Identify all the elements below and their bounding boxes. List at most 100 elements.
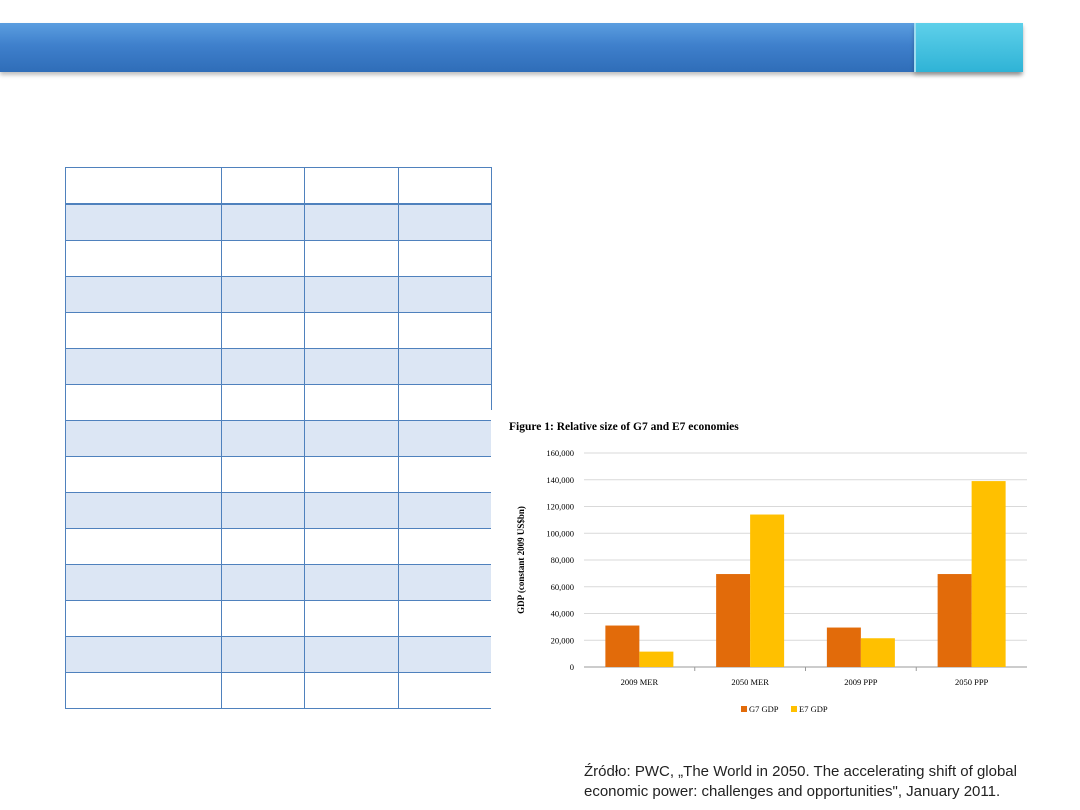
table-cell: [304, 203, 399, 241]
title-bar: [0, 23, 1021, 72]
table-cell: [304, 672, 399, 709]
bar-e7-gdp: [750, 514, 785, 667]
table-row: [65, 203, 492, 241]
table-cell: [65, 456, 222, 493]
y-tick-label: 20,000: [551, 635, 574, 645]
table-cell: [398, 348, 492, 385]
table-row: [65, 420, 492, 457]
table-cell: [304, 312, 399, 349]
table-cell: [221, 203, 305, 241]
gridlines: [584, 452, 1027, 671]
y-tick-label: 100,000: [546, 528, 574, 538]
bar-e7-gdp: [860, 638, 895, 667]
table-cell: [304, 456, 399, 493]
table-cell: [221, 312, 305, 349]
bar-g7-gdp: [605, 625, 640, 667]
y-tick-label: 160,000: [546, 448, 574, 458]
legend: G7 GDP E7 GDP: [741, 704, 828, 714]
table-cell: [398, 600, 492, 637]
table-cell: [398, 420, 492, 457]
table-cell: [221, 672, 305, 709]
x-tick-label: 2009 PPP: [844, 677, 878, 687]
table-cell: [304, 600, 399, 637]
x-tick-label: 2009 MER: [621, 677, 659, 687]
table-cell: [65, 348, 222, 385]
table-cell: [65, 167, 222, 205]
table-cell: [398, 312, 492, 349]
table-cell: [398, 240, 492, 277]
table-cell: [65, 240, 222, 277]
chart-panel: Figure 1: Relative size of G7 and E7 eco…: [491, 410, 1051, 730]
table-cell: [304, 528, 399, 565]
table-row: [65, 564, 492, 601]
bar-g7-gdp: [716, 574, 751, 667]
y-axis-label: GDP (constant 2009 US$bn): [516, 506, 526, 614]
table-row: [65, 240, 492, 277]
table-cell: [221, 276, 305, 313]
table-header-row: [65, 167, 492, 205]
table-row: [65, 636, 492, 673]
source-citation: Źródło: PWC, „The World in 2050. The acc…: [584, 763, 1017, 800]
table-cell: [398, 276, 492, 313]
table-cell: [221, 456, 305, 493]
y-tick-label: 40,000: [551, 609, 574, 619]
table-cell: [398, 564, 492, 601]
table-cell: [221, 420, 305, 457]
bar-e7-gdp: [971, 481, 1006, 667]
y-tick-label: 80,000: [551, 555, 574, 565]
table-cell: [398, 672, 492, 709]
table-cell: [304, 636, 399, 673]
legend-swatch: [741, 706, 747, 712]
table-cell: [304, 276, 399, 313]
y-tick-label: 60,000: [551, 582, 574, 592]
table-cell: [398, 636, 492, 673]
table-cell: [65, 636, 222, 673]
y-tick-label: 0: [570, 662, 574, 672]
table-cell: [304, 564, 399, 601]
table-cell: [304, 420, 399, 457]
table-cell: [398, 492, 492, 529]
table-cell: [221, 240, 305, 277]
bar-g7-gdp: [937, 574, 972, 667]
table-row: [65, 276, 492, 313]
table-cell: [221, 564, 305, 601]
y-tick-label: 140,000: [546, 475, 574, 485]
table-cell: [221, 384, 305, 421]
y-tick-label: 120,000: [546, 502, 574, 512]
table-cell: [398, 528, 492, 565]
x-tick-labels: 2009 MER 2050 MER 2009 PPP 2050 PPP: [621, 677, 989, 687]
table-row: [65, 456, 492, 493]
table-cell: [398, 456, 492, 493]
table-row: [65, 600, 492, 637]
table-cell: [304, 167, 399, 205]
table-cell: [398, 203, 492, 241]
table-cell: [65, 528, 222, 565]
legend-label: G7 GDP: [749, 704, 779, 714]
table-cell: [221, 167, 305, 205]
table-row: [65, 492, 492, 529]
table-cell: [304, 240, 399, 277]
table-row: [65, 348, 492, 385]
table-cell: [221, 528, 305, 565]
table-row: [65, 384, 492, 421]
table-row: [65, 312, 492, 349]
table-cell: [398, 167, 492, 205]
table-row: [65, 672, 492, 709]
table-cell: [65, 564, 222, 601]
table-cell: [65, 276, 222, 313]
table-cell: [65, 203, 222, 241]
legend-label: E7 GDP: [799, 704, 828, 714]
table-cell: [65, 384, 222, 421]
table-cell: [221, 636, 305, 673]
table-cell: [398, 384, 492, 421]
table-cell: [221, 348, 305, 385]
bars: [605, 481, 1006, 667]
title-accent-block: [914, 23, 1023, 72]
table-cell: [304, 384, 399, 421]
x-tick-label: 2050 PPP: [955, 677, 989, 687]
bar-chart: Figure 1: Relative size of G7 and E7 eco…: [509, 421, 1027, 714]
bar-e7-gdp: [639, 651, 674, 667]
table-cell: [304, 492, 399, 529]
table-cell: [221, 600, 305, 637]
y-tick-labels: 0 20,000 40,000 60,000 80,000 100,000 120,000 1…: [546, 448, 574, 672]
